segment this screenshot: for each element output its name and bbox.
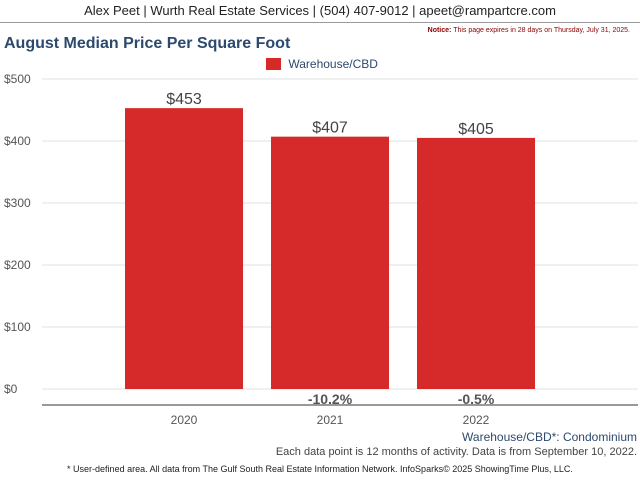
y-tick-label: $100	[4, 320, 31, 334]
bar	[125, 108, 243, 389]
legend-swatch	[266, 58, 281, 70]
x-tick-label: 2020	[171, 413, 198, 427]
notice-label: Notice:	[427, 27, 452, 34]
expiry-notice: Notice: This page expires in 28 days on …	[428, 27, 630, 34]
source-note: * User-defined area. All data from The G…	[67, 464, 573, 474]
notice-text: This page expires in 28 days on Thursday…	[453, 27, 630, 34]
x-tick-label: 2022	[463, 413, 490, 427]
change-label: -10.2%	[308, 391, 353, 407]
bar-value-label: $405	[458, 121, 494, 138]
y-tick-label: $0	[4, 382, 18, 396]
change-label: -0.5%	[458, 391, 495, 407]
bar-value-label: $407	[312, 120, 348, 137]
area-note: Warehouse/CBD*: Condominium	[462, 430, 637, 444]
y-tick-label: $200	[4, 258, 31, 272]
x-tick-label: 2021	[317, 413, 344, 427]
bar	[417, 137, 535, 389]
bar	[271, 136, 389, 389]
chart-legend: Warehouse/CBD	[266, 57, 378, 71]
contact-text: Alex Peet | Wurth Real Estate Services |…	[84, 3, 556, 18]
y-tick-label: $300	[4, 196, 31, 210]
bar-value-label: $453	[166, 91, 202, 108]
chart-title: August Median Price Per Square Foot	[4, 35, 291, 52]
data-note: Each data point is 12 months of activity…	[275, 446, 637, 458]
y-tick-label: $500	[4, 72, 31, 86]
y-tick-label: $400	[4, 134, 31, 148]
contact-header: Alex Peet | Wurth Real Estate Services |…	[0, 0, 640, 23]
legend-label: Warehouse/CBD	[288, 57, 378, 71]
